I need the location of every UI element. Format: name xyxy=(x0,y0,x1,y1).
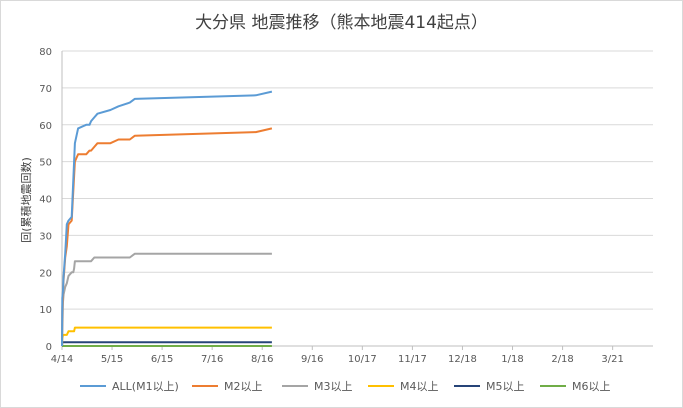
legend-label: M4以上 xyxy=(400,380,439,393)
y-tick-label: 50 xyxy=(39,158,52,169)
x-tick-label: 5/15 xyxy=(101,354,123,365)
y-tick-label: 60 xyxy=(39,121,52,132)
x-tick-label: 4/14 xyxy=(51,354,73,365)
y-tick-label: 20 xyxy=(39,268,52,279)
y-tick-label: 0 xyxy=(46,342,52,353)
legend-label: M6以上 xyxy=(572,380,611,393)
x-tick-label: 9/16 xyxy=(301,354,323,365)
x-tick-label: 12/18 xyxy=(448,354,477,365)
series-line-2 xyxy=(61,252,272,347)
legend-label: M5以上 xyxy=(486,380,525,393)
x-tick-label: 2/18 xyxy=(551,354,573,365)
x-tick-label: 10/17 xyxy=(348,354,377,365)
x-tick-label: 3/21 xyxy=(601,354,623,365)
y-tick-label: 40 xyxy=(39,195,52,206)
x-tick-label: 1/18 xyxy=(501,354,523,365)
y-tick-label: 70 xyxy=(39,84,52,95)
x-tick-label: 11/17 xyxy=(398,354,427,365)
chart-title: 大分県 地震推移（熊本地震414起点） xyxy=(195,13,488,33)
series-line-0 xyxy=(61,90,273,347)
x-tick-label: 8/16 xyxy=(251,354,273,365)
legend-label: M2以上 xyxy=(224,380,263,393)
x-tick-label: 7/16 xyxy=(201,354,223,365)
legend-label: M3以上 xyxy=(314,380,353,393)
series-line-1 xyxy=(61,127,273,347)
y-tick-label: 10 xyxy=(39,305,52,316)
x-tick-label: 6/15 xyxy=(151,354,173,365)
y-tick-label: 30 xyxy=(39,231,52,242)
legend-label: ALL(M1以上) xyxy=(112,380,179,393)
y-tick-label: 80 xyxy=(39,47,52,58)
